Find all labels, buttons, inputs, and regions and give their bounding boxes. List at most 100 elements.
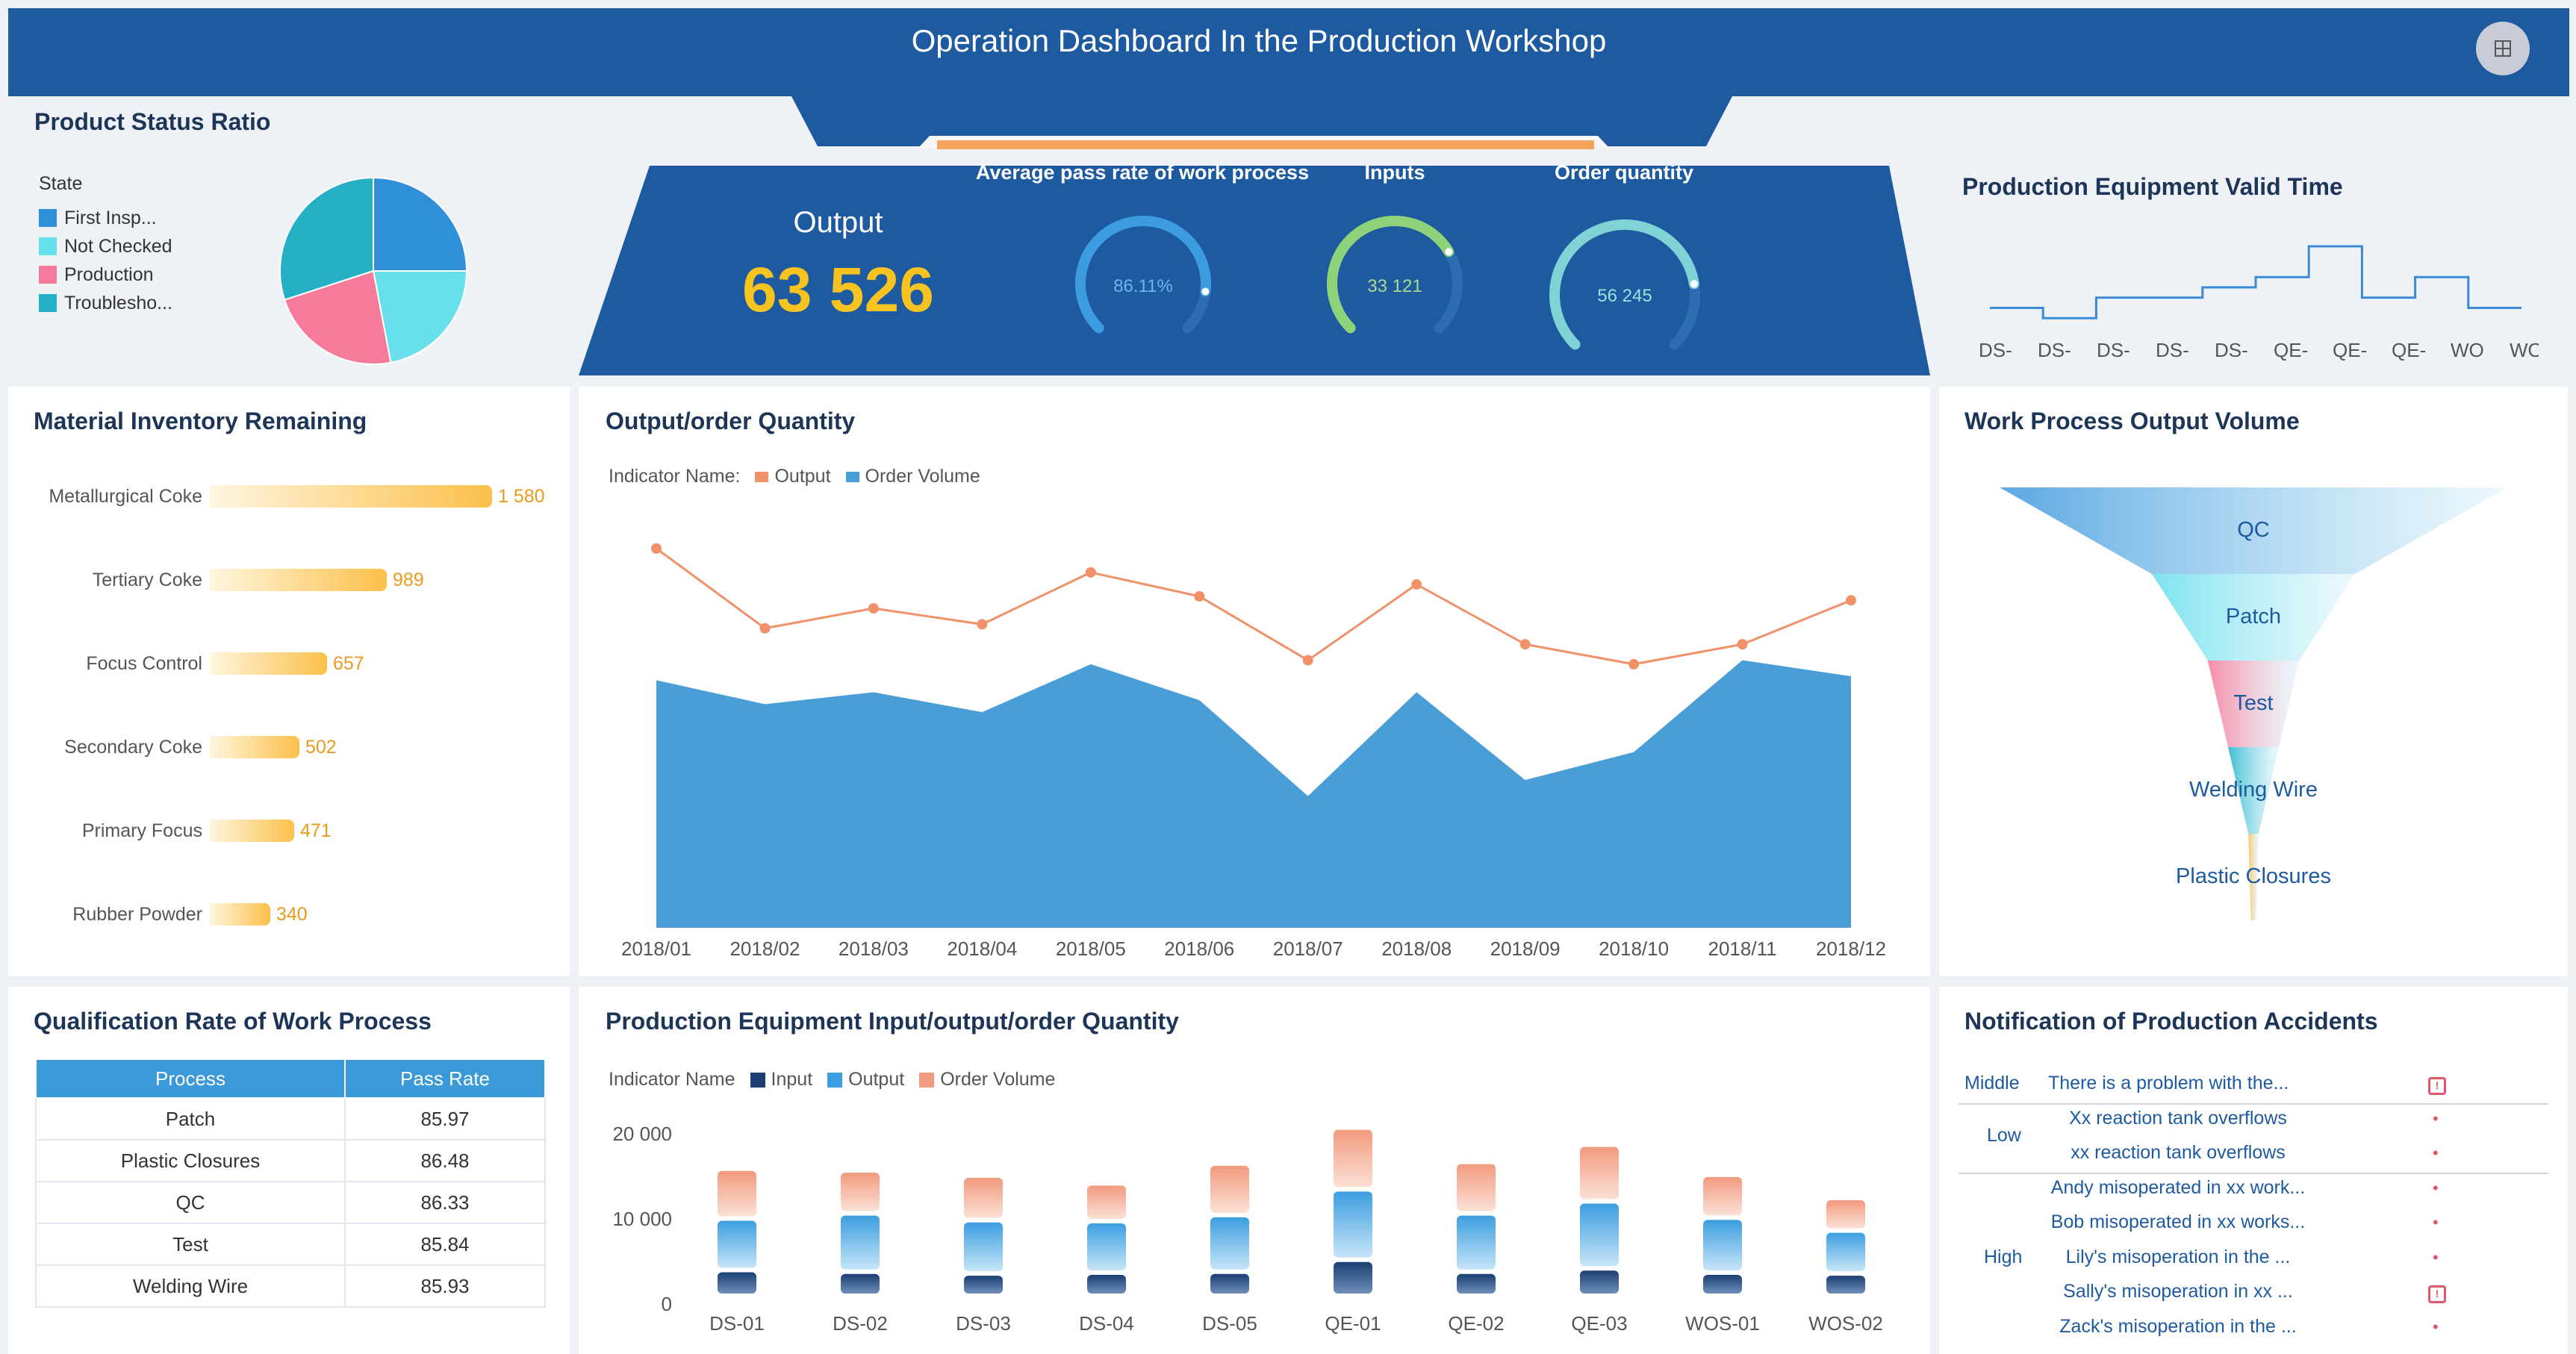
inventory-bar: [210, 485, 492, 508]
output-point: [1519, 639, 1531, 650]
accident-text: Xx reaction tank overflows: [2069, 1107, 2287, 1129]
process-cell: QC: [35, 1181, 346, 1224]
order-quantity-label: Order quantity: [1554, 161, 1694, 184]
inventory-row: Secondary Coke 502: [23, 734, 337, 760]
output-point: [1846, 595, 1856, 606]
process-cell: Plastic Closures: [35, 1139, 346, 1182]
output-order-title: Output/order Quantity: [606, 408, 856, 434]
inputs-label: Inputs: [1364, 161, 1425, 184]
equipment-bar: [1703, 1274, 1742, 1294]
valid-time-tick: DS-: [2038, 339, 2071, 361]
valid-time-line: [1990, 245, 2521, 319]
inventory-label: Tertiary Coke: [92, 569, 202, 590]
qualification-title: Qualification Rate of Work Process: [34, 1008, 432, 1035]
grid-view-button[interactable]: [2476, 22, 2530, 75]
inventory-value: 502: [305, 736, 337, 758]
equipment-bar: [964, 1222, 1003, 1272]
pass-rate-value: 86.11%: [1113, 276, 1173, 296]
equipment-legend: Indicator Name Input Output Order Volume: [609, 1069, 1055, 1091]
legend-order-volume: Order Volume: [865, 466, 980, 487]
x-tick-label: DS-04: [1079, 1312, 1134, 1335]
equipment-panel: Production Equipment Input/output/order …: [579, 987, 1930, 1354]
output-swatch: [755, 471, 769, 482]
status-legend-label: First Insp...: [64, 207, 157, 228]
x-tick-label: 2018/02: [729, 937, 800, 960]
accident-text: Zack's misoperation in the ...: [2059, 1315, 2297, 1337]
funnel-panel: Work Process Output Volume QC Patch Test We…: [1939, 387, 2568, 976]
funnel-label: Plastic Closures: [2176, 864, 2331, 888]
x-tick-label: 2018/04: [947, 937, 1017, 960]
inventory-bar: [210, 652, 327, 675]
funnel-stage: [2228, 747, 2279, 834]
equipment-bar: [1210, 1217, 1249, 1270]
output-value: 63 526: [742, 255, 934, 325]
pass-rate-cell: 85.97: [344, 1097, 546, 1141]
y-tick-label: 0: [662, 1293, 672, 1315]
inventory-bar: [210, 820, 294, 842]
status-legend-item: Troublesho...: [39, 289, 172, 317]
output-point: [1302, 655, 1313, 666]
gauge-arc: [1075, 216, 1211, 334]
equipment-bar: [1210, 1273, 1249, 1294]
valid-time-tick: WO: [2510, 339, 2539, 361]
status-legend-item: First Insp...: [39, 204, 172, 232]
equipment-title: Production Equipment Input/output/order …: [606, 1008, 1179, 1035]
output-point: [1737, 639, 1748, 650]
equipment-bar: [1580, 1203, 1619, 1267]
equipment-bar: [841, 1173, 880, 1211]
inventory-row: Rubber Powder 340: [23, 902, 308, 927]
equipment-bar: [841, 1215, 880, 1270]
header-process: Process: [35, 1058, 346, 1099]
gauge-knob: [1201, 287, 1210, 296]
pie-slice: [283, 269, 392, 365]
x-tick-label: 2018/08: [1381, 937, 1452, 960]
accidents-panel: Notification of Production Accidents The…: [1939, 987, 2568, 1354]
valid-time-tick: QE-: [2333, 339, 2367, 361]
x-tick-label: QE-01: [1325, 1312, 1381, 1335]
alert-icon: •: [2433, 1247, 2439, 1267]
valid-time-tick: QE-: [2274, 339, 2308, 361]
accident-text: There is a problem with the...: [2048, 1073, 2289, 1094]
group-divider: [1959, 1102, 2548, 1105]
legend-swatch: [39, 237, 57, 255]
accident-level: High: [1984, 1246, 2023, 1267]
legend-swatch: [39, 266, 57, 284]
equipment-bar: [1703, 1176, 1742, 1216]
equipment-bar: [1087, 1223, 1126, 1270]
equipment-bar: [964, 1178, 1003, 1218]
x-tick-label: WOS-02: [1808, 1312, 1883, 1335]
gauge-knob: [1690, 280, 1698, 288]
equipment-bar: [964, 1276, 1003, 1294]
equipment-bar: [1457, 1273, 1496, 1294]
inventory-value: 657: [333, 652, 364, 674]
equipment-bar: [1457, 1215, 1496, 1270]
legend-label: Indicator Name: [609, 1069, 735, 1090]
inventory-label: Primary Focus: [81, 820, 202, 841]
input-swatch: [750, 1072, 765, 1088]
pie-slice: [372, 270, 468, 364]
qualification-table: Process Pass Rate Patch 85.97 Plastic Clos…: [35, 1058, 546, 1308]
funnel-label: Welding Wire: [2189, 778, 2318, 802]
status-legend-label: Troublesho...: [64, 292, 172, 313]
inventory-label: Focus Control: [86, 652, 202, 674]
inventory-value: 989: [393, 569, 424, 590]
x-tick-label: DS-02: [833, 1312, 888, 1335]
accident-level: Middle: [1964, 1073, 2020, 1094]
funnel-title: Work Process Output Volume: [1964, 408, 2300, 434]
valid-time-tick: WO: [2451, 339, 2484, 361]
pass-rate-cell: 86.48: [344, 1139, 546, 1182]
x-tick-label: 2018/05: [1056, 937, 1126, 960]
equipment-bar: [718, 1272, 756, 1294]
status-legend-label: Production: [64, 263, 154, 285]
x-tick-label: DS-05: [1202, 1312, 1257, 1335]
output-point: [868, 603, 879, 614]
inventory-label: Metallurgical Coke: [49, 485, 202, 507]
funnel-stage: [2000, 487, 2507, 574]
y-tick-label: 10 000: [612, 1208, 672, 1230]
inputs-value: 33 121: [1367, 276, 1422, 296]
output-point: [1411, 578, 1422, 590]
legend-input: Input: [771, 1069, 813, 1090]
x-tick-label: 2018/10: [1599, 937, 1669, 960]
output-point: [651, 543, 662, 554]
x-tick-label: QE-02: [1448, 1312, 1504, 1335]
